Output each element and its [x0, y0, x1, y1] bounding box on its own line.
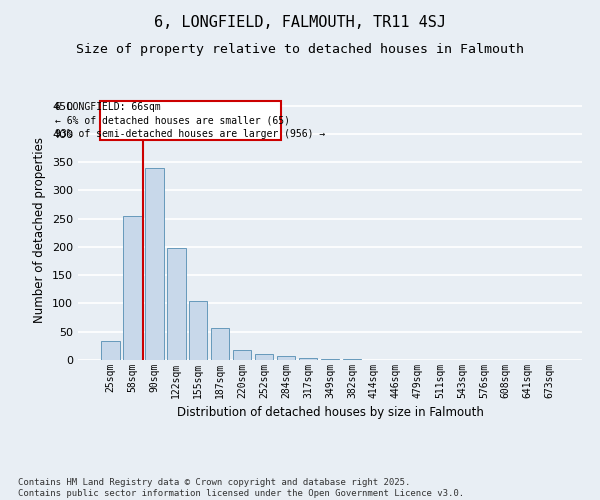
Bar	[101, 342, 119, 360]
Bar	[299, 358, 317, 360]
Text: 6, LONGFIELD, FALMOUTH, TR11 4SJ: 6, LONGFIELD, FALMOUTH, TR11 4SJ	[154, 15, 446, 30]
Bar	[233, 350, 251, 360]
Text: Size of property relative to detached houses in Falmouth: Size of property relative to detached ho…	[76, 42, 524, 56]
Bar	[255, 354, 274, 360]
FancyBboxPatch shape	[100, 101, 281, 140]
Bar	[189, 301, 208, 360]
Bar	[123, 216, 142, 360]
Y-axis label: Number of detached properties: Number of detached properties	[34, 137, 46, 323]
Bar	[167, 248, 185, 360]
Text: Contains HM Land Registry data © Crown copyright and database right 2025.
Contai: Contains HM Land Registry data © Crown c…	[18, 478, 464, 498]
Bar	[320, 359, 340, 360]
X-axis label: Distribution of detached houses by size in Falmouth: Distribution of detached houses by size …	[176, 406, 484, 420]
Bar	[145, 168, 164, 360]
Bar	[211, 328, 229, 360]
Bar	[277, 356, 295, 360]
Text: 6 LONGFIELD: 66sqm
← 6% of detached houses are smaller (65)
93% of semi-detached: 6 LONGFIELD: 66sqm ← 6% of detached hous…	[55, 102, 326, 139]
